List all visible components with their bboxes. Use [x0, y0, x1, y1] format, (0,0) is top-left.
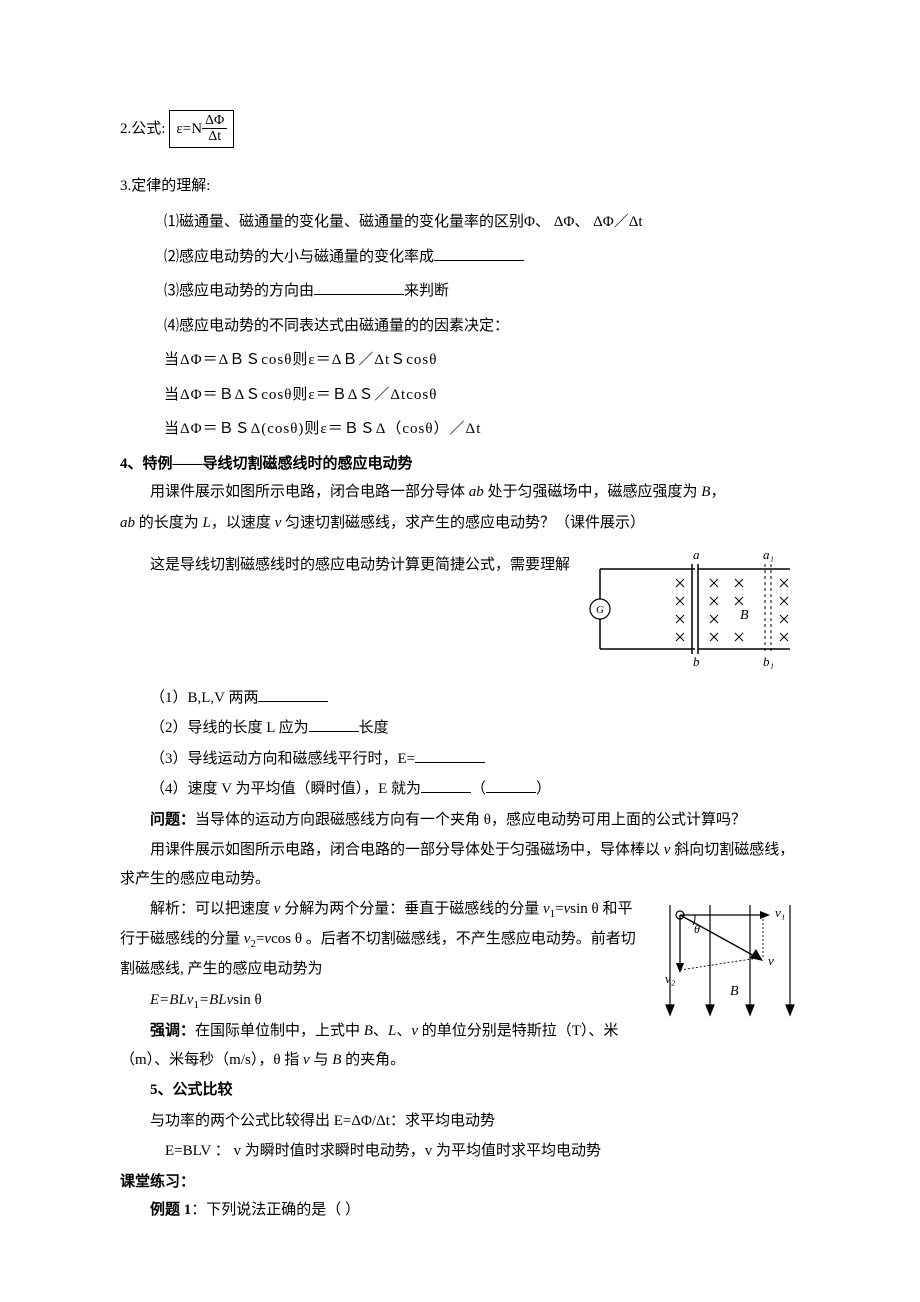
sec4-p1a: 用课件展示如图所示电路，闭合电路一部分导体: [150, 484, 469, 500]
formula-prefix: 2.公式:: [120, 115, 165, 144]
blank-3[interactable]: [258, 684, 328, 702]
sec5-p2: E=BLV ： v 为瞬时值时求瞬时电动势，v 为平均值时求平均电动势: [120, 1137, 800, 1166]
question-label: 问题：: [150, 812, 195, 828]
ex-label: 例题 1: [150, 1202, 191, 1218]
ana-1a: 可以把速度: [195, 901, 274, 917]
blank-2[interactable]: [314, 277, 404, 295]
fig1-b: b: [693, 654, 700, 669]
blank-7[interactable]: [486, 775, 536, 793]
ana-1d: v: [543, 901, 550, 917]
fig1-b1: b₁: [763, 654, 774, 669]
blank-5[interactable]: [415, 745, 485, 763]
analysis-label: 解析：: [150, 901, 195, 917]
sec4-li4-pre: （4）速度 V 为平均值（瞬时值），E 就为: [150, 781, 421, 797]
sec4-li4-end: ）: [536, 781, 551, 797]
formula-section: 2.公式: ε =N ΔΦ Δt: [120, 110, 800, 148]
figure-2: v₁ v v₂ B θ: [650, 895, 800, 1036]
emph-label: 强调：: [150, 1023, 195, 1039]
fig2-v2: v₂: [665, 971, 676, 986]
sec3-eq2: 当ΔΦ＝ＢΔＳcosθ则ε＝ＢΔＳ／Δtcosθ: [120, 381, 800, 410]
sec4-p2b: 的长度为: [135, 515, 203, 531]
sec4-p1b: ab: [469, 484, 484, 500]
sec4-p4: 用课件展示如图所示电路，闭合电路的一部分导体处于匀强磁场中，导体棒以 v 斜向切…: [120, 836, 800, 893]
sec4-li4: （4）速度 V 为平均值（瞬时值），E 就为 （ ）: [120, 775, 800, 804]
emph-1h: v: [303, 1052, 310, 1068]
sec4-p1e: ，: [710, 484, 725, 500]
emph-1j: B: [332, 1052, 341, 1068]
sec4-title: 4、特例——导线切割磁感线时的感应电动势: [120, 450, 800, 479]
fig1-B: B: [740, 608, 749, 623]
fig2-v: v: [768, 953, 774, 968]
sec3-title: 3.定律的理解:: [120, 172, 800, 201]
ana-formula-b: =BLv: [199, 992, 233, 1008]
sec3-item1: ⑴磁通量、磁通量的变化量、磁通量的变化量率的区别Φ、 ΔΦ、 ΔΦ／Δt: [120, 208, 800, 237]
practice-title: 课堂练习：: [120, 1168, 800, 1197]
sec3-eq3: 当ΔΦ＝ＢＳΔ(cosθ)则ε＝ＢＳΔ（cosθ）／Δt: [120, 415, 800, 444]
sec4-li3: （3）导线运动方向和磁感线平行时，E=: [120, 745, 800, 774]
sec4-li2: （2）导线的长度 L 应为 长度: [120, 714, 800, 743]
emph-1e: 、: [396, 1023, 411, 1039]
blank-4[interactable]: [309, 714, 359, 732]
blank-1[interactable]: [434, 243, 524, 261]
sec4-question: 问题：当导体的运动方向跟磁感线方向有一个夹角 θ，感应电动势可用上面的公式计算吗…: [120, 806, 800, 835]
ex-text: ：下列说法正确的是（ ）: [191, 1202, 360, 1218]
fig2-v1: v₁: [775, 905, 785, 920]
ana-1c: 分解为两个分量：垂直于磁感线的分量: [280, 901, 543, 917]
emph-1a: 在国际单位制中，上式中: [195, 1023, 364, 1039]
sec5-p1: 与功率的两个公式比较得出 E=ΔΦ/Δt：求平均电动势: [120, 1107, 800, 1136]
sec4-p2f: 匀速切割磁感线，求产生的感应电动势？（课件展示）: [281, 515, 645, 531]
sec3-item4: ⑷感应电动势的不同表达式由磁通量的的因素决定：: [120, 312, 800, 341]
ana-1e: =: [555, 901, 563, 917]
sec4-li4-mid: （: [471, 781, 486, 797]
sec5-title: 5、公式比较: [120, 1076, 800, 1105]
sec4-p2d: ，以速度: [211, 515, 275, 531]
formula-eq: =N: [183, 115, 202, 144]
sec3-item2: ⑵感应电动势的大小与磁通量的变化率成: [120, 243, 800, 272]
figure-1-svg: G: [580, 539, 800, 669]
figure-2-svg: v₁ v v₂ B θ: [650, 895, 800, 1025]
blank-6[interactable]: [421, 775, 471, 793]
fig1-a1: a₁: [763, 547, 774, 562]
emph-1b: B: [364, 1023, 373, 1039]
sec4-p2: ab 的长度为 L，以速度 v 匀速切割磁感线，求产生的感应电动势？（课件展示）: [120, 509, 800, 538]
fig1-G: G: [596, 604, 604, 616]
sec4-li1-text: （1）B,L,V 两两: [150, 690, 258, 706]
sec3-eq1: 当ΔΦ＝ΔＢＳcosθ则ε＝ΔＢ／ΔtＳcosθ: [120, 346, 800, 375]
sec4-li2-post: 长度: [359, 720, 389, 736]
sec4-li2-pre: （2）导线的长度 L 应为: [150, 720, 309, 736]
emph-1f: v: [411, 1023, 418, 1039]
sec3-item2-pre: ⑵感应电动势的大小与磁通量的变化率成: [164, 249, 434, 265]
formula-den: Δt: [205, 129, 224, 144]
ana-formula-a: E=BLv: [150, 992, 193, 1008]
sec3-item3-post: 来判断: [404, 283, 449, 299]
fig2-B: B: [730, 984, 739, 999]
sec4-p1c: 处于匀强磁场中，磁感应强度为: [484, 484, 702, 500]
figure-1: G: [580, 539, 800, 680]
question-text: 当导体的运动方向跟磁感线方向有一个夹角 θ，感应电动势可用上面的公式计算吗？: [195, 812, 746, 828]
formula-fraction: ΔΦ Δt: [202, 113, 227, 145]
sec4-li3-pre: （3）导线运动方向和磁感线平行时，E=: [150, 751, 415, 767]
sec4-li1: （1）B,L,V 两两: [120, 684, 800, 713]
sec4-p1: 用课件展示如图所示电路，闭合电路一部分导体 ab 处于匀强磁场中，磁感应强度为 …: [120, 478, 800, 507]
fig1-a: a: [693, 547, 700, 562]
ana-formula-c: sin θ: [233, 992, 261, 1008]
sec4-p2c: L: [203, 515, 211, 531]
sec4-p2a: ab: [120, 515, 135, 531]
emph-1i: 与: [310, 1052, 333, 1068]
emph-1k: 的夹角。: [341, 1052, 405, 1068]
sec3-item3-pre: ⑶感应电动势的方向由: [164, 283, 314, 299]
emph-1c: 、: [373, 1023, 388, 1039]
formula-num: ΔΦ: [202, 113, 227, 129]
fig2-theta: θ: [694, 922, 700, 936]
sec4-p4a: 用课件展示如图所示电路，闭合电路的一部分导体处于匀强磁场中，导体棒以: [150, 842, 664, 858]
sec3-item3: ⑶感应电动势的方向由 来判断: [120, 277, 800, 306]
formula-box: ε =N ΔΦ Δt: [169, 110, 234, 148]
example-1: 例题 1：下列说法正确的是（ ）: [120, 1196, 800, 1225]
